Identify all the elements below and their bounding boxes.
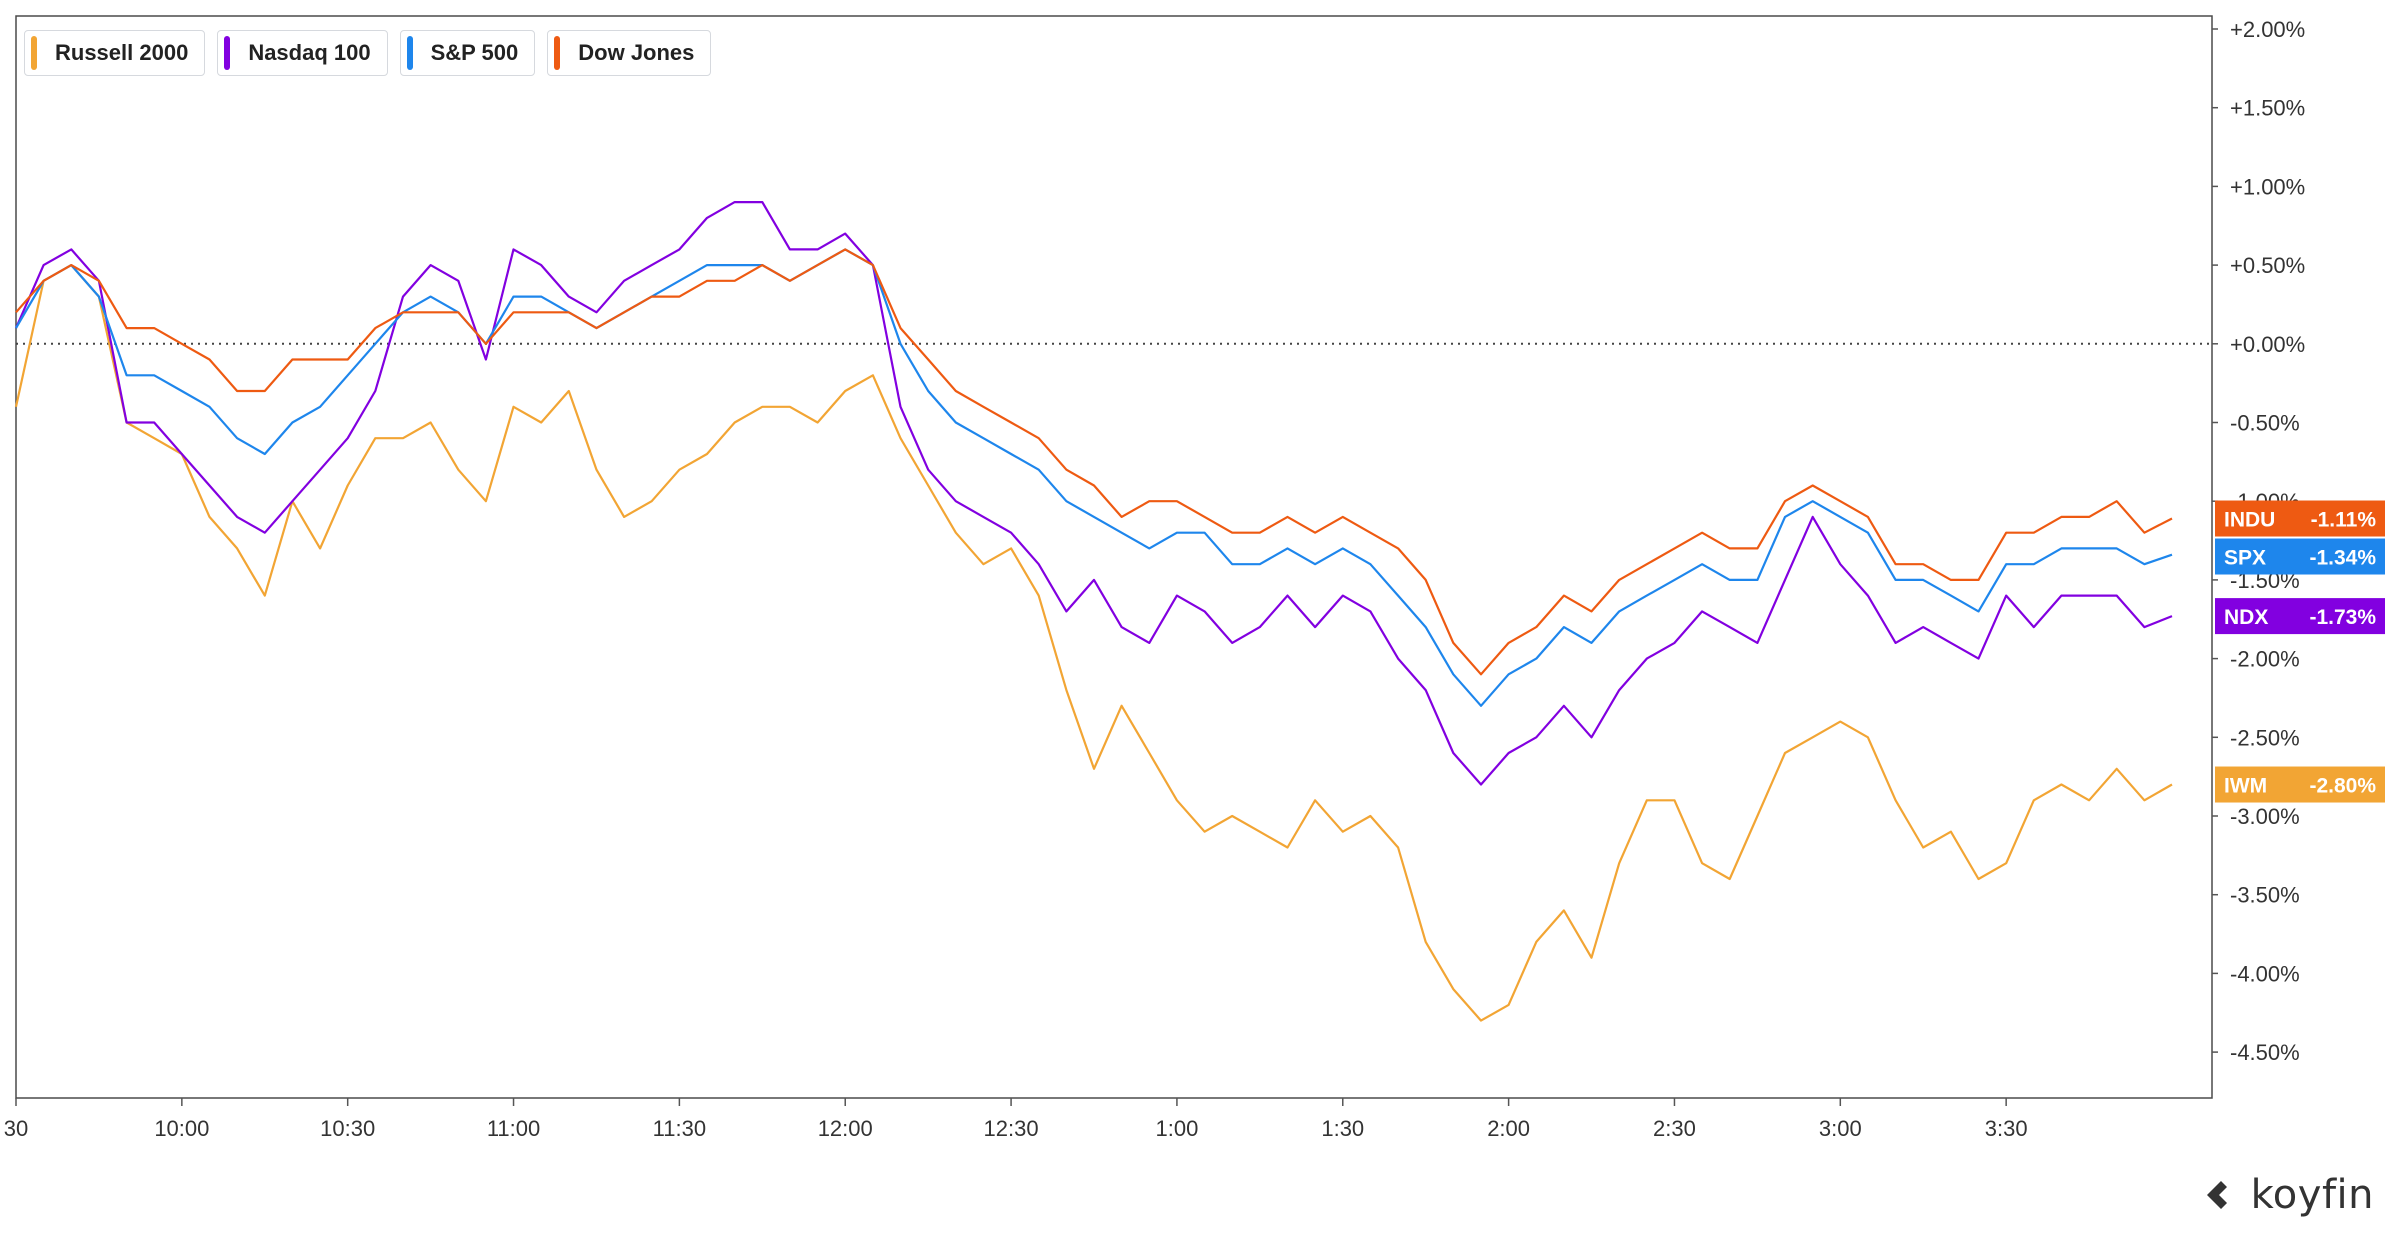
price-tag-ndx	[2215, 598, 2385, 635]
y-tick-label: -3.00%	[2230, 804, 2300, 829]
price-tag-value: -2.80%	[2309, 775, 2376, 798]
legend-label-russell-2000: Russell 2000	[55, 40, 189, 65]
x-tick-label: 3:00	[1819, 1116, 1862, 1141]
x-tick-label: 11:30	[653, 1116, 706, 1141]
x-tick-label: 2:00	[1487, 1116, 1530, 1141]
x-tick-label: 12:30	[984, 1116, 1039, 1141]
price-tag-ticker: SPX	[2224, 547, 2266, 570]
price-tag-ticker: INDU	[2224, 509, 2275, 532]
legend-item-russell-2000[interactable]: Russell 2000	[24, 30, 206, 76]
x-tick-label: 11:00	[487, 1116, 540, 1141]
legend-label-sp-500: S&P 500	[430, 40, 519, 65]
plot-area	[15, 15, 2213, 1099]
y-tick-label: -2.50%	[2230, 725, 2300, 750]
x-tick-label: 12:00	[818, 1116, 873, 1141]
legend-swatch-nasdaq-100	[224, 36, 231, 70]
legend-swatch-dow-jones	[554, 36, 561, 70]
y-tick-label: -4.50%	[2230, 1040, 2300, 1065]
series-line-ndx	[14, 201, 2173, 786]
x-tick-label: 3:30	[1985, 1116, 2028, 1141]
legend-label-nasdaq-100: Nasdaq 100	[248, 40, 371, 65]
x-tick-label: 1:30	[1321, 1116, 1364, 1141]
legend-item-sp-500[interactable]: S&P 500	[399, 30, 536, 76]
x-tick-label: 1:00	[1156, 1116, 1199, 1141]
legend-item-nasdaq-100[interactable]: Nasdaq 100	[217, 30, 388, 76]
price-tag-value: -1.34%	[2309, 547, 2376, 570]
y-tick-label: +2.00%	[2230, 17, 2305, 42]
legend-swatch-russell-2000	[31, 36, 37, 70]
koyfin-brand: koyfin	[2201, 1172, 2374, 1218]
series-line-iwm	[14, 264, 2173, 1022]
series-line-indu	[15, 248, 2173, 676]
legend-label-dow-jones: Dow Jones	[578, 40, 695, 65]
y-tick-label: +1.50%	[2230, 96, 2305, 121]
y-tick-label: -2.00%	[2230, 647, 2300, 672]
y-tick-label: +0.00%	[2230, 332, 2305, 357]
price-tag-indu	[2215, 500, 2385, 537]
y-tick-label: +1.00%	[2230, 174, 2305, 199]
chart-legend: Russell 2000 Nasdaq 100 S&P 500 Dow Jone…	[24, 30, 712, 76]
price-tag-iwm	[2215, 766, 2385, 803]
koyfin-logo-icon	[2206, 1181, 2227, 1209]
price-tag-value: -1.73%	[2309, 606, 2376, 629]
x-tick-label: 10:00	[154, 1116, 209, 1141]
price-tag-spx	[2215, 538, 2385, 575]
x-tick-label: 30	[4, 1116, 28, 1141]
brand-name: koyfin	[2250, 1172, 2374, 1218]
legend-swatch-sp-500	[406, 36, 413, 70]
y-tick-label: -0.50%	[2230, 411, 2300, 436]
legend-item-dow-jones[interactable]: Dow Jones	[547, 30, 712, 76]
y-tick-label: +0.50%	[2230, 253, 2305, 278]
x-tick-label: 2:30	[1653, 1116, 1696, 1141]
x-tick-label: 10:30	[320, 1116, 375, 1141]
price-tag-ticker: IWM	[2224, 775, 2267, 798]
price-tag-ticker: NDX	[2224, 606, 2268, 629]
y-tick-label: -3.50%	[2230, 883, 2300, 908]
price-tag-value: -1.11%	[2311, 509, 2377, 532]
series-line-spx	[15, 248, 2173, 707]
y-tick-label: -4.00%	[2230, 961, 2300, 986]
